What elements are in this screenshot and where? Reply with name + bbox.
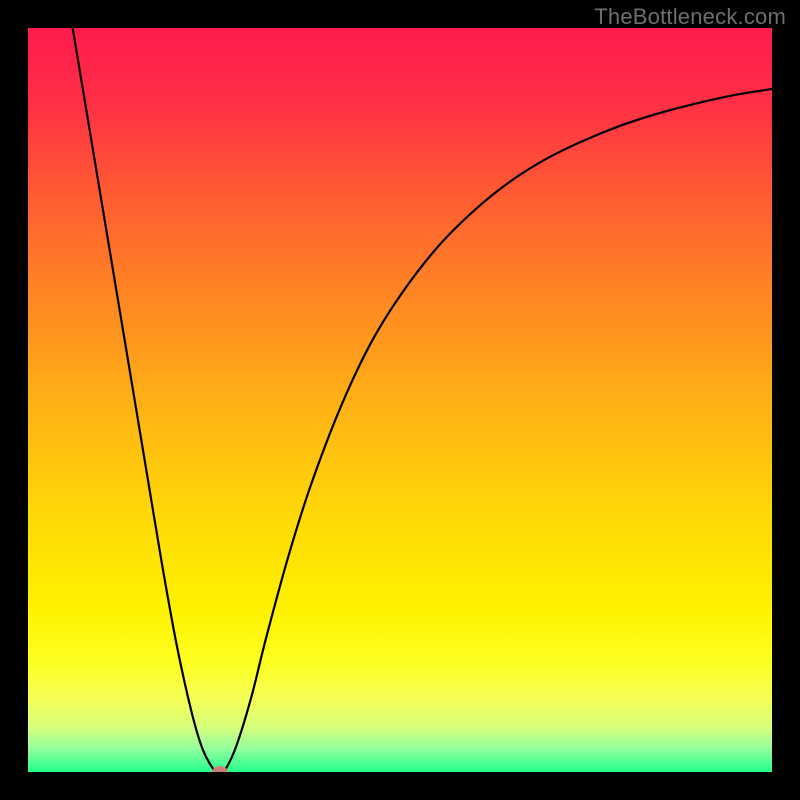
selected-point-marker xyxy=(212,766,228,772)
bottleneck-curve xyxy=(73,28,772,772)
curve-layer xyxy=(28,28,772,772)
plot-area xyxy=(28,28,772,772)
watermark-text: TheBottleneck.com xyxy=(594,4,786,30)
chart-frame: TheBottleneck.com xyxy=(0,0,800,800)
